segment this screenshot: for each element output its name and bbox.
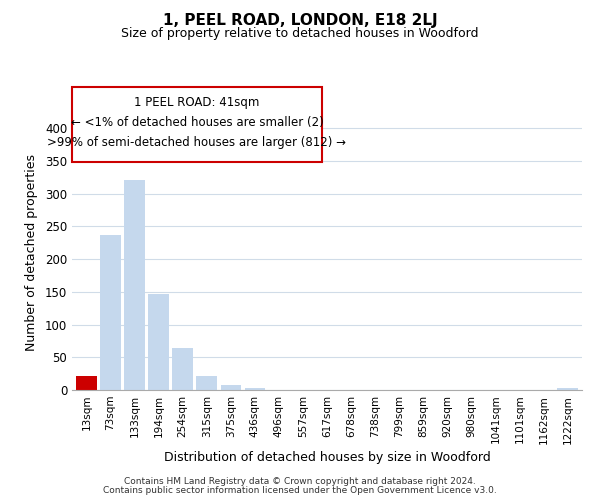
Bar (221, 385, 241, 390)
X-axis label: Distribution of detached houses by size in Woodford: Distribution of detached houses by size … (164, 450, 490, 464)
Text: Contains HM Land Registry data © Crown copyright and database right 2024.: Contains HM Land Registry data © Crown c… (124, 477, 476, 486)
Bar (196, 376, 217, 390)
Text: 1 PEEL ROAD: 41sqm
← <1% of detached houses are smaller (2)
>99% of semi-detache: 1 PEEL ROAD: 41sqm ← <1% of detached hou… (47, 96, 346, 149)
Text: Contains public sector information licensed under the Open Government Licence v3: Contains public sector information licen… (103, 486, 497, 495)
Bar (245, 388, 265, 390)
Text: Size of property relative to detached houses in Woodford: Size of property relative to detached ho… (121, 28, 479, 40)
Bar (557, 388, 578, 390)
Bar (76, 376, 97, 390)
Y-axis label: Number of detached properties: Number of detached properties (25, 154, 38, 351)
Bar (100, 236, 121, 390)
Bar (172, 348, 193, 390)
Bar (148, 294, 169, 390)
Text: 1, PEEL ROAD, LONDON, E18 2LJ: 1, PEEL ROAD, LONDON, E18 2LJ (163, 12, 437, 28)
Bar (124, 180, 145, 390)
